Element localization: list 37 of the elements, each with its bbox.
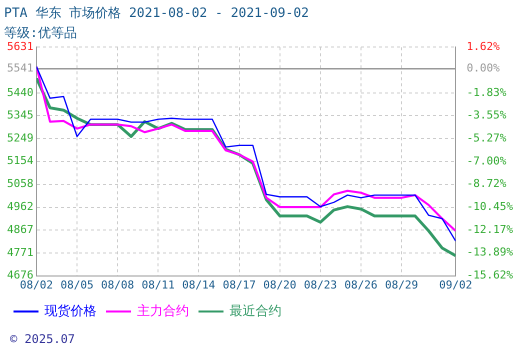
y-tick-label: 5345 [6,108,34,122]
y-tick-label: 4771 [6,246,34,259]
x-tick-label: 08/20 [263,278,296,292]
y2-tick-label: -13.89% [466,246,514,259]
x-tick-label: 08/23 [304,278,337,292]
y2-tick-label: -3.55% [466,108,507,122]
y2-tick-label: -5.27% [466,131,507,144]
y-tick-label: 4962 [6,200,34,214]
y-tick-label: 4867 [6,222,34,236]
y2-tick-label: -1.83% [466,86,507,99]
x-tick-label: 08/26 [344,278,378,292]
y-tick-label: 5249 [6,132,34,144]
y2-tick-label: -12.17% [466,222,514,236]
legend-label: 现货价格 [44,304,96,319]
x-tick-label: 08/14 [182,278,216,292]
x-tick-label: 09/02 [439,278,472,292]
x-tick-label: 08/11 [142,278,175,292]
legend-label: 主力合约 [137,302,189,319]
chart-subtitle: 等级:优等品 [4,26,77,41]
y-tick-label: 5440 [6,86,34,99]
x-tick-label: 08/08 [101,278,134,292]
y2-tick-label: -8.72% [466,177,507,190]
chart-title: PTA 华东 市场价格 2021-08-02 - 2021-09-02 [4,6,309,22]
y-tick-label: 5541 [6,62,34,75]
text: © 2025.07 [10,332,76,346]
legend-label: 最近合约 [230,304,282,319]
y2-tick-label: 0.00% [466,62,500,75]
y2-tick-label: -10.45% [466,200,514,214]
x-tick-label: 08/29 [384,278,418,292]
y2-tick-label: 1.62% [466,40,500,54]
y-tick-label: 5058 [6,177,34,190]
x-tick-label: 08/02 [20,278,54,292]
x-tick-label: 08/05 [60,278,94,292]
y-tick-label: 5631 [6,40,34,54]
y-tick-label: 5154 [6,154,34,168]
x-tick-label: 08/17 [222,278,256,292]
y2-tick-label: -7.00% [466,154,507,168]
